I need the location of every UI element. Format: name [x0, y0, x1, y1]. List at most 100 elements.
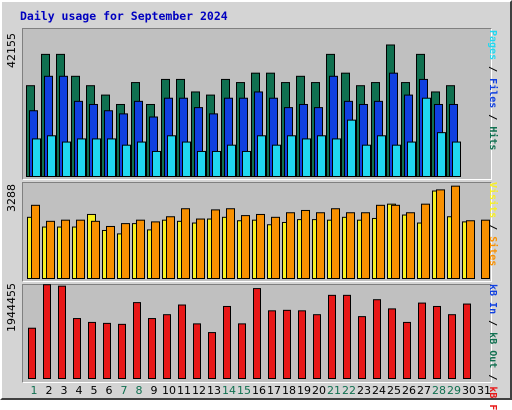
sites-bar — [211, 209, 220, 279]
pages-bar — [257, 135, 266, 178]
kbytes-bar — [268, 310, 276, 380]
kbytes-bar — [103, 322, 111, 379]
pages-bar — [452, 141, 461, 178]
pages-bar — [362, 144, 371, 177]
sites-bar — [391, 204, 400, 279]
pages-bar — [242, 150, 251, 177]
kbytes-bar — [133, 302, 141, 379]
sites-bar — [151, 221, 160, 280]
pages-bar — [272, 144, 281, 177]
day-label: 17 — [267, 384, 281, 397]
sites-bar — [376, 204, 385, 279]
pages-bar — [332, 138, 341, 178]
day-label: 11 — [177, 384, 191, 397]
day-label: 15 — [237, 384, 251, 397]
kbytes-bar — [418, 302, 426, 379]
kbytes-bar — [178, 304, 186, 379]
sites-bar — [106, 225, 115, 279]
sites-bar — [181, 208, 190, 279]
day-label: 7 — [121, 384, 128, 397]
pages-bar — [437, 132, 446, 178]
pages-bar — [212, 150, 221, 177]
kbytes-bar — [208, 332, 216, 379]
day-label: 20 — [312, 384, 326, 397]
pages-bar — [107, 138, 116, 178]
pages-bar — [47, 135, 56, 178]
pages-bar — [197, 150, 206, 177]
sites-bar — [481, 219, 490, 279]
sites-bar — [241, 215, 250, 280]
day-label: 13 — [207, 384, 221, 397]
kbytes-bar — [298, 310, 306, 380]
sites-bar — [331, 208, 340, 279]
day-label: 14 — [222, 384, 236, 397]
pages-bar — [317, 135, 326, 178]
kbytes-bar — [283, 309, 291, 379]
kbytes-bar — [88, 321, 96, 379]
kbytes-bar — [163, 314, 171, 379]
pages-bar — [122, 144, 131, 177]
pages-bar — [32, 138, 41, 178]
kbytes-bar — [463, 303, 471, 379]
day-label: 23 — [357, 384, 371, 397]
kbytes-bar — [58, 285, 66, 380]
sites-bar — [136, 219, 145, 279]
kbytes-bar — [238, 323, 246, 379]
day-label: 16 — [252, 384, 266, 397]
sites-bar — [61, 219, 70, 279]
kbytes-bar — [73, 318, 81, 379]
day-label: 19 — [297, 384, 311, 397]
chart-bars: 1 2 3 4 5 6 7 8 9 10 11 12 13 14 15 16 17 18 19 20 21 22 23 24 2… — [26, 44, 491, 397]
sites-bar — [346, 212, 355, 279]
day-label: 12 — [192, 384, 206, 397]
pages-bar — [287, 135, 296, 178]
kbytes-bar — [433, 305, 441, 380]
day-label: 8 — [136, 384, 143, 397]
day-label: 18 — [282, 384, 296, 397]
kbytes-bar — [403, 321, 411, 379]
sites-bar — [256, 213, 265, 280]
pages-bar — [77, 138, 86, 178]
kbytes-bar — [343, 294, 351, 379]
day-label: 28 — [432, 384, 446, 397]
pages-bar — [407, 141, 416, 178]
kbytes-bar — [328, 294, 336, 379]
kbytes-bar — [253, 288, 261, 379]
day-label: 6 — [106, 384, 113, 397]
day-label: 1 — [31, 384, 38, 397]
day-label: 25 — [387, 384, 401, 397]
pages-bar — [137, 141, 146, 178]
sites-bar — [121, 223, 130, 279]
kbytes-bar — [388, 308, 396, 379]
day-label: 21 — [327, 384, 341, 397]
pages-bar — [62, 141, 71, 178]
kbytes-bar — [118, 323, 126, 379]
kbytes-bar — [43, 284, 51, 379]
day-label: 22 — [342, 384, 356, 397]
kbytes-bar — [313, 314, 321, 379]
sites-bar — [406, 212, 415, 279]
pages-bar — [347, 119, 356, 178]
pages-bar — [377, 135, 386, 178]
sites-bar — [316, 212, 325, 279]
chart-title: Daily usage for September 2024 — [20, 9, 228, 23]
day-label: 2 — [46, 384, 53, 397]
kbytes-bar — [223, 305, 231, 380]
kbytes-bar — [373, 299, 381, 379]
day-label: 31 — [477, 384, 491, 397]
pages-bar — [92, 138, 101, 178]
day-label: 29 — [447, 384, 461, 397]
sites-bar — [166, 216, 175, 279]
kbytes-bar — [28, 327, 36, 379]
sites-bar — [271, 216, 280, 279]
pages-bar — [182, 141, 191, 178]
day-label: 3 — [61, 384, 68, 397]
sites-bar — [31, 204, 40, 279]
day-label: 10 — [162, 384, 176, 397]
sites-bar — [91, 220, 100, 280]
pages-bar — [227, 144, 236, 177]
sites-bar — [421, 203, 430, 279]
pages-bar — [392, 144, 401, 177]
pages-bar — [167, 135, 176, 178]
sites-bar — [226, 208, 235, 279]
